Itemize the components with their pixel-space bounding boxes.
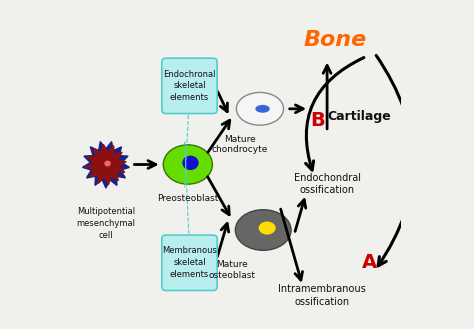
Text: B: B <box>310 111 325 130</box>
Polygon shape <box>82 141 129 188</box>
FancyBboxPatch shape <box>162 58 217 114</box>
Text: Multipotential
mesenchymal
cell: Multipotential mesenchymal cell <box>76 207 136 240</box>
Ellipse shape <box>163 145 212 184</box>
Text: A: A <box>362 253 377 272</box>
FancyArrowPatch shape <box>376 55 413 266</box>
Text: Endochondral
ossification: Endochondral ossification <box>293 173 361 195</box>
Ellipse shape <box>236 210 291 250</box>
Text: Mature
osteoblast: Mature osteoblast <box>209 260 255 280</box>
FancyArrowPatch shape <box>306 58 364 170</box>
Ellipse shape <box>104 161 111 166</box>
FancyBboxPatch shape <box>162 235 217 291</box>
Ellipse shape <box>237 92 283 125</box>
Polygon shape <box>86 144 126 185</box>
Text: Membranous
skeletal
elements: Membranous skeletal elements <box>162 246 217 279</box>
Text: Cartilage: Cartilage <box>327 111 391 123</box>
Ellipse shape <box>255 105 270 113</box>
Ellipse shape <box>182 156 199 170</box>
Text: Endochronal
skeletal
elements: Endochronal skeletal elements <box>163 69 216 102</box>
Text: Preosteoblast: Preosteoblast <box>157 194 219 203</box>
Text: Mature
chondrocyte: Mature chondrocyte <box>211 135 268 154</box>
Text: Bone: Bone <box>304 30 367 50</box>
Ellipse shape <box>259 221 276 235</box>
Text: Intramembranous
ossification: Intramembranous ossification <box>278 284 366 307</box>
